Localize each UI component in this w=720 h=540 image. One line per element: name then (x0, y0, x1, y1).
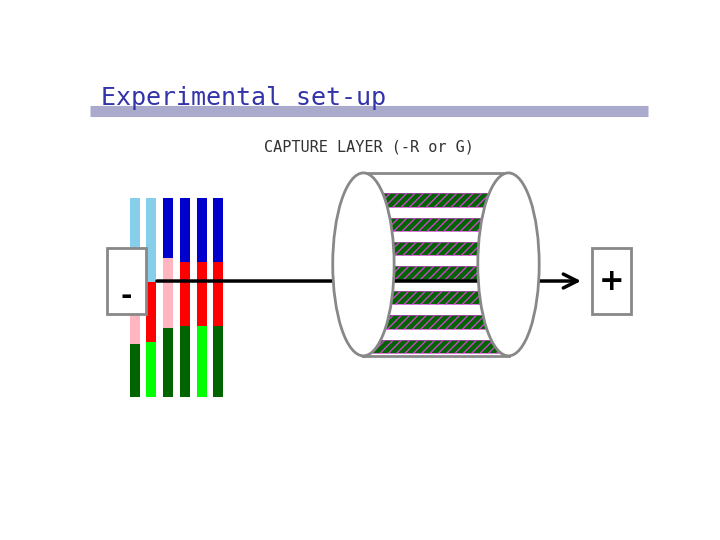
Bar (163, 198, 173, 258)
Bar (364, 218, 508, 231)
Bar (364, 340, 508, 353)
Bar (163, 258, 173, 328)
Ellipse shape (333, 173, 394, 356)
Bar (197, 198, 207, 262)
Bar (146, 282, 156, 342)
Ellipse shape (478, 173, 539, 356)
Bar (364, 218, 508, 231)
Bar (197, 262, 207, 326)
Bar (213, 326, 223, 397)
Bar (213, 262, 223, 326)
Bar (197, 326, 207, 397)
Bar (146, 342, 156, 397)
Bar (213, 198, 223, 262)
Bar (180, 262, 190, 326)
Bar (107, 248, 145, 314)
Bar (364, 291, 508, 304)
Text: CAPTURE LAYER (-R or G): CAPTURE LAYER (-R or G) (264, 140, 474, 154)
Bar (130, 198, 140, 288)
Text: Experimental set-up: Experimental set-up (101, 85, 386, 110)
Bar (364, 340, 508, 353)
Bar (146, 198, 156, 282)
Bar (364, 266, 508, 280)
Text: +: + (599, 267, 624, 295)
Text: -: - (120, 282, 132, 309)
Bar (364, 291, 508, 304)
Bar (130, 288, 140, 343)
Bar (163, 328, 173, 397)
Bar (364, 266, 508, 280)
Bar (364, 315, 508, 328)
Bar (593, 248, 631, 314)
Bar (130, 343, 140, 397)
Bar (364, 242, 508, 255)
Bar (364, 193, 508, 207)
Bar (364, 315, 508, 328)
Bar (180, 198, 190, 262)
Bar (364, 193, 508, 207)
Bar (180, 326, 190, 397)
Bar (364, 242, 508, 255)
